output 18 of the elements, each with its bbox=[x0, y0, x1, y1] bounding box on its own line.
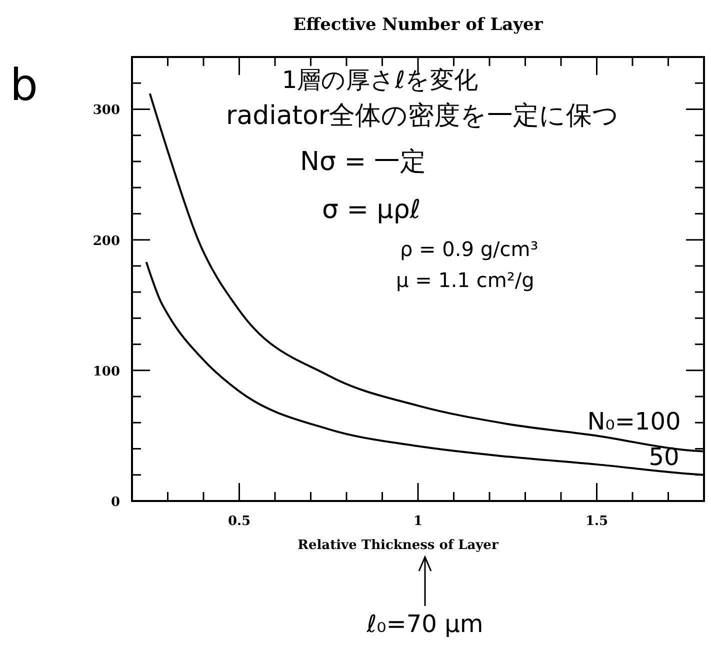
annotation: radiator全体の密度を一定に保つ bbox=[226, 101, 620, 131]
annotation: ρ = 0.9 g/cm³ bbox=[400, 237, 538, 261]
x-tick-label: 1.5 bbox=[585, 514, 608, 529]
y-tick-label: 100 bbox=[92, 364, 120, 380]
y-tick-label: 200 bbox=[92, 234, 120, 249]
legend-label: N₀=100 bbox=[587, 407, 681, 436]
x-tick-label: 0.5 bbox=[228, 514, 251, 529]
y-tick-label: 0 bbox=[110, 495, 120, 510]
annotation: 1層の厚さℓを変化 bbox=[282, 66, 478, 94]
text: b bbox=[10, 60, 38, 111]
text: ℓ₀=70 μm bbox=[366, 610, 484, 638]
annotation: μ = 1.1 cm²/g bbox=[396, 268, 534, 292]
y-tick-label: 300 bbox=[92, 103, 120, 118]
annotation: Nσ = 一定 bbox=[300, 147, 426, 177]
x-tick-label: 1 bbox=[413, 514, 423, 529]
annotation: σ = μρℓ bbox=[322, 195, 421, 225]
chart-title: Effective Number of Layer bbox=[293, 15, 544, 35]
x-axis-title: Relative Thickness of Layer bbox=[298, 538, 498, 553]
